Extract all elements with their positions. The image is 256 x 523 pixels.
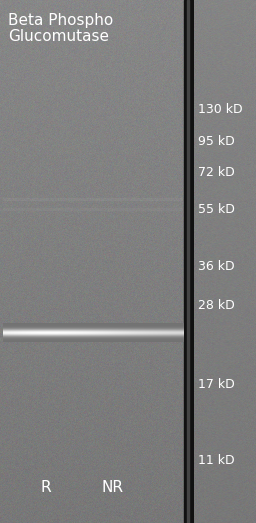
Text: Glucomutase: Glucomutase [8,29,109,44]
Text: 11 kD: 11 kD [198,454,235,467]
Text: NR: NR [102,480,124,495]
Bar [184,0,194,523]
Text: Beta Phospho: Beta Phospho [8,13,113,28]
Bar [187,0,189,523]
Text: R: R [41,480,51,495]
Text: 36 kD: 36 kD [198,260,235,273]
Bar [3,198,182,200]
Text: 55 kD: 55 kD [198,203,235,215]
Text: 95 kD: 95 kD [198,135,235,147]
Text: 28 kD: 28 kD [198,300,235,312]
Text: 17 kD: 17 kD [198,378,235,391]
Text: 72 kD: 72 kD [198,166,235,179]
Bar [194,0,256,523]
Bar [3,208,182,210]
Text: 130 kD: 130 kD [198,104,243,116]
